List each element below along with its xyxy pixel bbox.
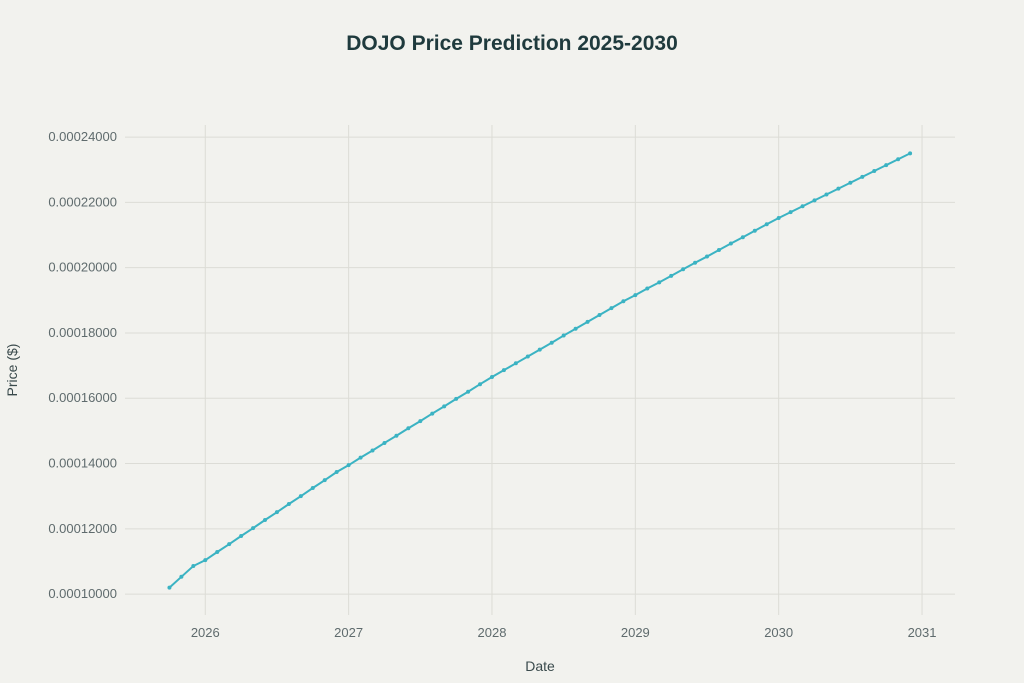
data-point	[430, 411, 435, 416]
data-point	[525, 354, 530, 359]
data-point	[239, 533, 244, 538]
data-point	[848, 180, 853, 185]
series-group	[167, 151, 913, 590]
data-point	[442, 404, 447, 409]
data-point	[824, 192, 829, 197]
data-point	[298, 494, 303, 499]
data-point	[310, 486, 315, 491]
data-point	[884, 163, 889, 168]
data-point	[716, 248, 721, 253]
y-tick-label: 0.00024000	[48, 129, 117, 144]
data-point	[167, 585, 172, 590]
data-point	[585, 319, 590, 324]
data-point	[191, 564, 196, 569]
data-point	[501, 368, 506, 373]
grid	[125, 125, 955, 615]
data-point	[764, 222, 769, 227]
x-tick-label: 2031	[908, 625, 937, 640]
data-point	[418, 419, 423, 424]
data-point	[322, 478, 327, 483]
data-point	[263, 518, 268, 523]
data-point	[227, 542, 232, 547]
data-point	[728, 241, 733, 246]
data-point	[693, 260, 698, 265]
y-tick-label: 0.00020000	[48, 260, 117, 275]
data-point	[537, 347, 542, 352]
data-point	[179, 574, 184, 579]
data-point	[203, 558, 208, 563]
data-point	[286, 502, 291, 507]
data-point	[561, 333, 566, 338]
chart-title: DOJO Price Prediction 2025-2030	[346, 32, 678, 55]
data-point	[394, 433, 399, 438]
y-tick-label: 0.00010000	[48, 586, 117, 601]
x-tick-label: 2026	[191, 625, 220, 640]
price-line	[168, 152, 911, 589]
y-tick-label: 0.00018000	[48, 325, 117, 340]
data-point	[669, 273, 674, 278]
data-point	[334, 470, 339, 475]
data-point	[860, 174, 865, 179]
data-point	[836, 186, 841, 191]
data-point	[549, 340, 554, 345]
x-tick-label: 2027	[334, 625, 363, 640]
data-point	[251, 526, 256, 531]
data-point	[274, 510, 279, 515]
data-point	[740, 235, 745, 240]
data-point	[478, 382, 483, 387]
data-point	[573, 326, 578, 331]
data-point	[406, 426, 411, 431]
data-point	[788, 210, 793, 215]
data-point	[681, 267, 686, 272]
data-point	[346, 463, 351, 468]
data-point	[645, 286, 650, 291]
y-tick-label: 0.00022000	[48, 194, 117, 209]
data-point	[621, 299, 626, 304]
y-tick-label: 0.00012000	[48, 521, 117, 536]
data-point	[454, 396, 459, 401]
x-axis-label: Date	[525, 658, 555, 674]
y-tick-label: 0.00016000	[48, 390, 117, 405]
data-point	[466, 389, 471, 394]
x-tick-label: 2029	[621, 625, 650, 640]
x-tick-label: 2028	[478, 625, 507, 640]
data-point	[382, 440, 387, 445]
data-point	[358, 455, 363, 460]
y-axis-ticks: 0.00010000 0.00012000 0.00014000 0.00016000…	[48, 129, 117, 601]
data-point	[800, 204, 805, 209]
y-tick-label: 0.00014000	[48, 456, 117, 471]
data-point	[633, 293, 638, 298]
data-point	[513, 361, 518, 366]
x-axis-ticks: 2026 2027 2028 2029 2030 2031	[191, 625, 937, 640]
data-point	[657, 280, 662, 285]
data-point	[609, 306, 614, 311]
data-point	[215, 549, 220, 554]
y-axis-label: Price ($)	[4, 344, 20, 397]
data-point	[370, 448, 375, 453]
data-point	[908, 151, 913, 156]
x-tick-label: 2030	[764, 625, 793, 640]
data-point	[872, 169, 877, 174]
data-point	[896, 157, 901, 162]
data-point	[776, 216, 781, 221]
data-point	[489, 375, 494, 380]
data-point	[752, 228, 757, 233]
data-point	[705, 254, 710, 259]
data-point	[597, 312, 602, 317]
data-point	[812, 198, 817, 203]
